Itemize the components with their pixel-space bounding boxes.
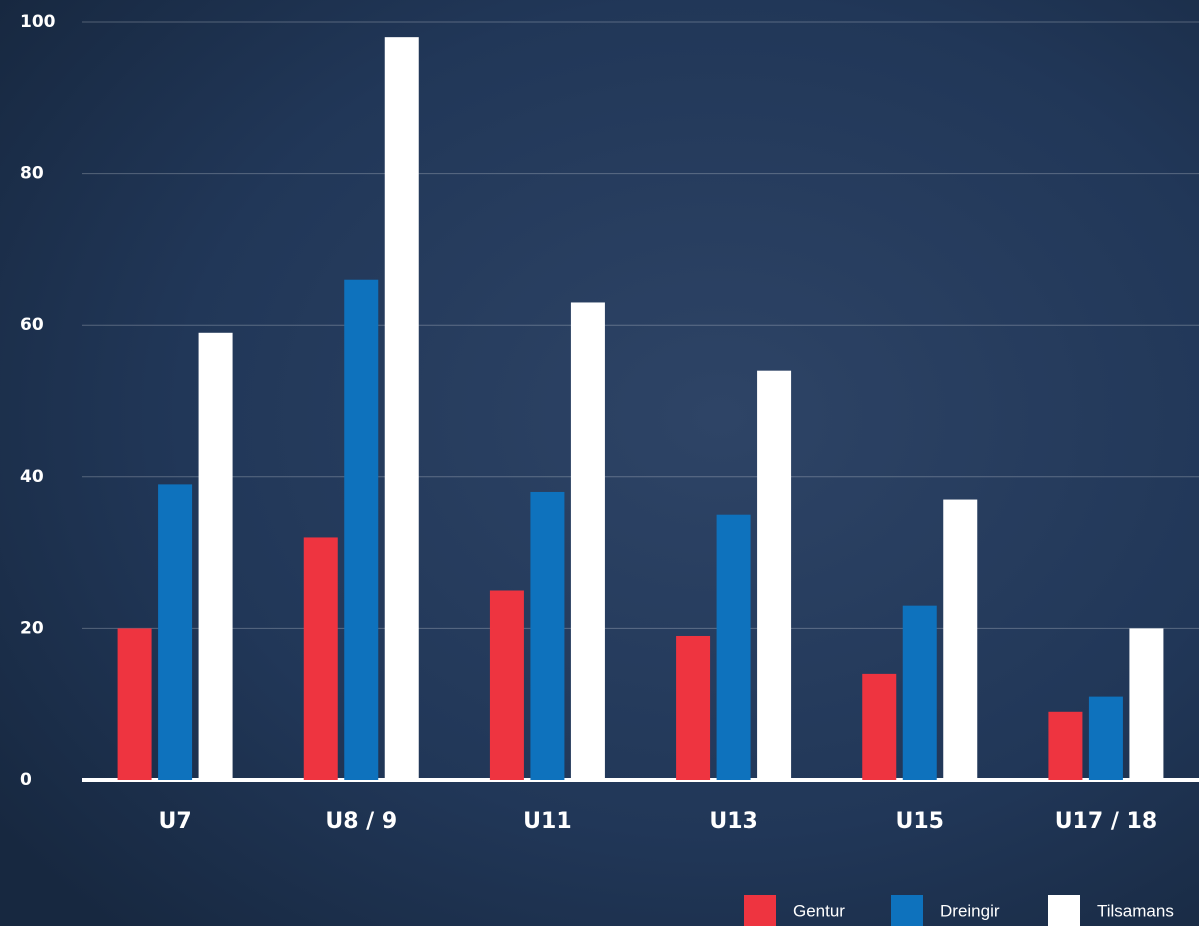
x-tick-label: U8 / 9 [325, 809, 397, 834]
y-tick-label: 40 [20, 467, 44, 487]
bar [158, 484, 192, 780]
bar [385, 37, 419, 780]
bar [490, 591, 524, 781]
legend-label: Gentur [793, 901, 845, 920]
y-tick-label: 60 [20, 315, 44, 335]
x-tick-label: U7 [158, 809, 191, 834]
bar [943, 500, 977, 780]
bar [717, 515, 751, 780]
legend-label: Tilsamans [1097, 901, 1174, 920]
bar [530, 492, 564, 780]
bar [344, 280, 378, 780]
legend-swatch [744, 895, 776, 926]
bar [1089, 697, 1123, 780]
bar [757, 371, 791, 780]
bar [199, 333, 233, 780]
x-tick-label: U17 / 18 [1055, 809, 1157, 834]
bar [862, 674, 896, 780]
legend-swatch [891, 895, 923, 926]
x-tick-label: U15 [896, 809, 944, 834]
bar [676, 636, 710, 780]
chart: 0 20 40 60 80 100 U7 U8 / 9 U11 U13 U15 U17 / 18 Gen… [0, 0, 1199, 926]
bar [571, 302, 605, 780]
y-tick-label: 20 [20, 618, 44, 638]
y-tick-label: 0 [20, 770, 32, 790]
bar [118, 628, 152, 780]
x-tick-label: U13 [709, 809, 757, 834]
legend-label: Dreingir [940, 901, 1000, 920]
y-tick-label: 80 [20, 164, 44, 184]
x-tick-label: U11 [523, 809, 571, 834]
bar [304, 537, 338, 780]
bar [1129, 628, 1163, 780]
bar [1048, 712, 1082, 780]
legend-swatch [1048, 895, 1080, 926]
y-tick-label: 100 [20, 12, 56, 32]
bar [903, 606, 937, 780]
